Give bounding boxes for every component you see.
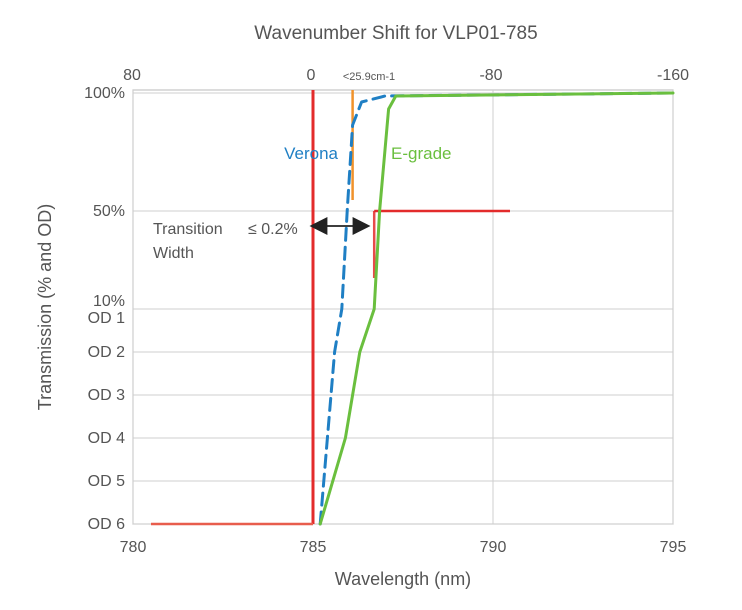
x-axis-title: Wavelength (nm)	[335, 569, 471, 589]
y-tick-label: OD 4	[88, 430, 125, 447]
series-line-e-grade	[318, 91, 675, 526]
y-tick-label: OD 3	[88, 387, 125, 404]
grid-layer	[132, 89, 674, 525]
width-label: Width	[153, 245, 194, 262]
top-axis-tick-label: <25.9cm-1	[343, 71, 395, 83]
x-tick-label: 780	[120, 539, 147, 556]
y-axis-title: Transmission (% and OD)	[35, 204, 55, 410]
tick-layer: 100% 50% 10%OD 1 OD 2 OD 3 OD 4 OD 5 OD 6 780 785…	[84, 67, 689, 556]
series-line-verona	[318, 91, 675, 526]
top-axis-tick-label: 0	[307, 67, 316, 84]
y-tick-label: OD 5	[88, 473, 125, 490]
top-axis-tick-label: -160	[657, 67, 689, 84]
y-tick-label: 10%	[93, 293, 125, 310]
x-tick-label: 795	[660, 539, 687, 556]
x-tick-label: 790	[480, 539, 507, 556]
y-tick-label: 100%	[84, 85, 125, 102]
y-tick-label: 50%	[93, 203, 125, 220]
top-axis-tick-label: 80	[123, 67, 141, 84]
series-layer	[318, 91, 675, 526]
series-label-verona: Verona	[284, 144, 338, 163]
transition-label: Transition	[153, 221, 223, 238]
transition-width-value: ≤ 0.2%	[248, 221, 298, 238]
chart-title: Wavenumber Shift for VLP01-785	[254, 23, 537, 44]
y-tick-label: OD 2	[88, 344, 125, 361]
top-axis-tick-label: -80	[479, 67, 502, 84]
x-tick-label: 785	[300, 539, 327, 556]
marker-layer	[151, 90, 510, 526]
series-label-e-grade: E-grade	[391, 144, 451, 163]
y-tick-label: OD 1	[88, 310, 125, 327]
y-tick-label: OD 6	[88, 516, 125, 533]
annotation-layer: Verona E-grade Transition ≤ 0.2% Width	[153, 144, 451, 262]
